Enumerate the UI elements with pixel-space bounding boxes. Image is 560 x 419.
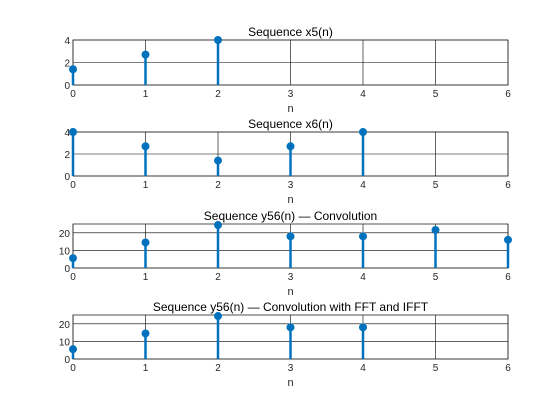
stem-marker xyxy=(141,50,150,59)
stem-marker xyxy=(359,323,367,332)
x-tick-label: 4 xyxy=(360,180,366,191)
x-tick-label: 6 xyxy=(505,180,511,191)
x-tick-label: 0 xyxy=(70,89,76,100)
x-tick-label: 2 xyxy=(215,180,221,191)
y-tick-label: 0 xyxy=(64,172,70,183)
x-tick-label: 4 xyxy=(360,363,366,374)
x-tick-label: 3 xyxy=(288,180,294,191)
x-tick-label: 6 xyxy=(505,272,511,283)
axes-title-3: Sequence y56(n) — Convolution xyxy=(204,209,377,223)
stem-marker xyxy=(69,254,77,263)
stem-marker xyxy=(141,142,150,151)
stem-marker xyxy=(69,65,77,74)
y-tick-label: 4 xyxy=(64,36,70,47)
axes-title-1: Sequence x5(n) xyxy=(248,25,333,39)
stem-marker xyxy=(286,142,295,151)
x-tick-label: 5 xyxy=(433,272,439,283)
x-tick-label: 2 xyxy=(215,89,221,100)
x-axis-label-3: n xyxy=(287,286,293,298)
x-tick-label: 3 xyxy=(288,272,294,283)
x-tick-label: 0 xyxy=(70,363,76,374)
y-tick-label: 0 xyxy=(64,355,70,366)
y-tick-label: 0 xyxy=(64,264,70,275)
x-tick-label: 0 xyxy=(70,180,76,191)
stem-marker xyxy=(214,36,222,44)
x-tick-label: 4 xyxy=(360,272,366,283)
stem-marker xyxy=(431,225,440,234)
x-tick-label: 1 xyxy=(143,272,149,283)
stem-marker xyxy=(359,128,367,136)
y-tick-label: 4 xyxy=(64,128,70,139)
axes-frame-1 xyxy=(72,39,509,86)
x-tick-label: 3 xyxy=(288,89,294,100)
x-axis-label-2: n xyxy=(287,194,293,206)
stem-marker xyxy=(214,156,222,165)
stem-marker xyxy=(214,312,222,321)
y-tick-label: 2 xyxy=(64,59,70,70)
stem-marker xyxy=(141,329,150,338)
y-tick-label: 20 xyxy=(59,229,71,240)
stem-marker xyxy=(69,345,77,354)
x-axis-label-1: n xyxy=(287,103,293,115)
axes-title-2: Sequence x6(n) xyxy=(248,117,333,131)
x-tick-label: 0 xyxy=(70,272,76,283)
stem-marker xyxy=(286,323,295,332)
y-tick-label: 2 xyxy=(64,150,70,161)
stem-marker xyxy=(359,232,367,241)
x-tick-label: 4 xyxy=(360,89,366,100)
x-tick-label: 1 xyxy=(143,180,149,191)
stem-marker xyxy=(141,238,150,247)
x-tick-label: 2 xyxy=(215,363,221,374)
x-tick-label: 6 xyxy=(505,363,511,374)
axes-title-4: Sequence y56(n) — Convolution with FFT a… xyxy=(153,300,429,314)
y-tick-label: 0 xyxy=(64,81,70,92)
x-tick-label: 1 xyxy=(143,363,149,374)
stem-marker xyxy=(214,221,222,230)
y-tick-label: 10 xyxy=(59,337,71,348)
y-tick-label: 10 xyxy=(59,246,71,257)
y-tick-label: 20 xyxy=(59,320,71,331)
x-tick-label: 2 xyxy=(215,272,221,283)
stem-marker xyxy=(286,232,295,241)
x-tick-label: 5 xyxy=(433,89,439,100)
x-tick-label: 3 xyxy=(288,363,294,374)
x-axis-label-4: n xyxy=(287,377,293,389)
stem-marker xyxy=(504,235,512,244)
x-tick-label: 5 xyxy=(433,363,439,374)
x-tick-label: 6 xyxy=(505,89,511,100)
stem-marker xyxy=(69,128,77,136)
x-tick-label: 5 xyxy=(433,180,439,191)
x-tick-label: 1 xyxy=(143,89,149,100)
